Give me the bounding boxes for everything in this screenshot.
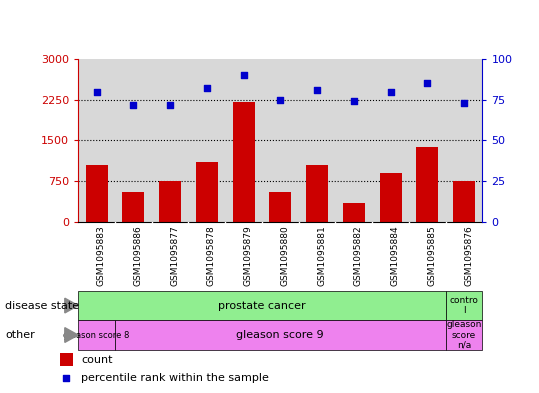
- Bar: [78, 320, 115, 350]
- Text: GSM1095879: GSM1095879: [244, 226, 253, 286]
- Bar: [416, 147, 438, 222]
- Text: disease state: disease state: [5, 301, 80, 310]
- Point: [313, 87, 321, 93]
- Bar: [446, 320, 482, 350]
- Text: GSM1095881: GSM1095881: [317, 226, 326, 286]
- Point: [276, 97, 285, 103]
- Text: gleason score 9: gleason score 9: [237, 330, 324, 340]
- Point: [129, 101, 137, 108]
- Bar: [446, 291, 482, 320]
- Bar: [196, 162, 218, 222]
- Bar: [343, 203, 365, 222]
- Text: prostate cancer: prostate cancer: [218, 301, 306, 310]
- Text: other: other: [5, 330, 35, 340]
- Polygon shape: [65, 298, 78, 313]
- Text: contro
l: contro l: [450, 296, 479, 315]
- Text: GSM1095882: GSM1095882: [354, 226, 363, 286]
- Text: gleason
score
n/a: gleason score n/a: [446, 320, 482, 350]
- Text: GSM1095885: GSM1095885: [427, 226, 436, 286]
- Text: GSM1095877: GSM1095877: [170, 226, 179, 286]
- Bar: [270, 192, 291, 222]
- Bar: [122, 192, 144, 222]
- Polygon shape: [65, 328, 78, 342]
- Text: GSM1095878: GSM1095878: [207, 226, 216, 286]
- Bar: [232, 103, 254, 222]
- Bar: [60, 353, 73, 365]
- Point: [92, 88, 101, 95]
- Bar: [159, 181, 181, 222]
- Point: [203, 85, 211, 92]
- Bar: [86, 165, 108, 222]
- Text: GSM1095880: GSM1095880: [280, 226, 289, 286]
- Point: [165, 101, 174, 108]
- Text: GSM1095886: GSM1095886: [133, 226, 142, 286]
- Text: count: count: [81, 354, 113, 365]
- Point: [386, 88, 395, 95]
- Text: gleason score 8: gleason score 8: [64, 331, 130, 340]
- Text: GSM1095884: GSM1095884: [391, 226, 399, 286]
- Point: [460, 100, 468, 106]
- Point: [349, 98, 358, 105]
- Bar: [115, 320, 446, 350]
- Text: percentile rank within the sample: percentile rank within the sample: [81, 373, 270, 383]
- Bar: [379, 173, 402, 222]
- Text: GSM1095876: GSM1095876: [464, 226, 473, 286]
- Bar: [306, 165, 328, 222]
- Text: GSM1095883: GSM1095883: [96, 226, 106, 286]
- Point: [62, 375, 71, 381]
- Bar: [453, 181, 475, 222]
- Point: [423, 80, 432, 86]
- Point: [239, 72, 248, 78]
